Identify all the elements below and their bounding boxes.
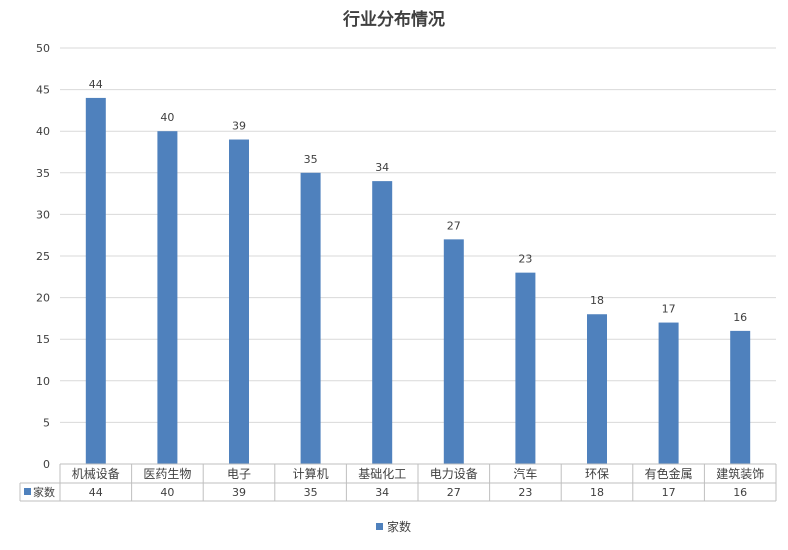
legend-label: 家数: [387, 519, 411, 534]
y-tick-label: 15: [36, 333, 50, 346]
category-label: 建筑装饰: [716, 466, 764, 481]
category-label: 环保: [585, 467, 609, 481]
category-label: 电力设备: [430, 467, 478, 481]
y-tick-label: 50: [36, 42, 50, 55]
data-labels: 44 40 39 35 34 27 23 18 17 16: [89, 78, 747, 324]
table-value: 39: [232, 486, 246, 499]
y-tick-label: 30: [36, 208, 50, 221]
data-label: 23: [518, 253, 532, 266]
y-tick-label: 35: [36, 167, 50, 180]
data-label: 44: [89, 78, 103, 91]
table-series-key: [24, 488, 31, 495]
data-label: 27: [447, 219, 461, 232]
category-label: 机械设备: [72, 466, 120, 481]
y-tick-label: 0: [43, 458, 50, 471]
category-label: 有色金属: [645, 466, 693, 481]
table-value: 40: [160, 486, 174, 499]
category-label: 汽车: [513, 466, 537, 481]
bar: [372, 181, 393, 464]
data-label: 18: [590, 294, 604, 307]
bar: [300, 172, 321, 465]
data-label: 16: [733, 311, 747, 324]
table-value: 16: [733, 486, 747, 499]
bar: [229, 139, 249, 464]
data-label: 35: [304, 153, 318, 166]
table-value: 35: [304, 486, 318, 499]
table-value: 34: [375, 486, 389, 499]
data-label: 17: [662, 303, 676, 316]
bar: [515, 272, 536, 464]
table-series-name: 家数: [33, 485, 55, 499]
category-label: 计算机: [293, 466, 329, 481]
bars: [85, 97, 751, 465]
table-value: 17: [662, 486, 676, 499]
category-label: 医药生物: [143, 467, 191, 481]
bar: [85, 97, 106, 465]
bar: [157, 131, 178, 464]
legend-swatch: [376, 523, 383, 530]
table-value: 27: [447, 486, 461, 499]
bar: [730, 330, 751, 464]
category-label: 电子: [227, 467, 251, 481]
gridlines: [60, 47, 776, 465]
y-tick-label: 5: [43, 416, 50, 429]
data-label: 34: [375, 161, 389, 174]
y-tick-label: 25: [36, 250, 50, 263]
table-value: 18: [590, 486, 604, 499]
y-axis-ticks: 0 5 10 15 20 25 30 35 40 45 50: [36, 42, 50, 471]
chart-title: 行业分布情况: [342, 9, 445, 30]
data-label: 39: [232, 120, 246, 133]
y-tick-label: 40: [36, 125, 50, 138]
y-tick-label: 45: [36, 84, 50, 97]
y-tick-label: 10: [36, 375, 50, 388]
legend: 家数: [376, 519, 411, 534]
category-label: 基础化工: [358, 467, 406, 481]
y-tick-label: 20: [36, 292, 50, 305]
data-table: 机械设备 44 医药生物 40 电子 39 计算机 35 基础化工 34 电力设备 27 汽车 23 环保 1…: [19, 463, 777, 502]
table-value: 44: [89, 486, 103, 499]
table-value: 23: [518, 486, 532, 499]
data-label: 40: [160, 111, 174, 124]
bar: [443, 239, 464, 464]
bar: [587, 314, 607, 464]
bar: [658, 322, 679, 464]
